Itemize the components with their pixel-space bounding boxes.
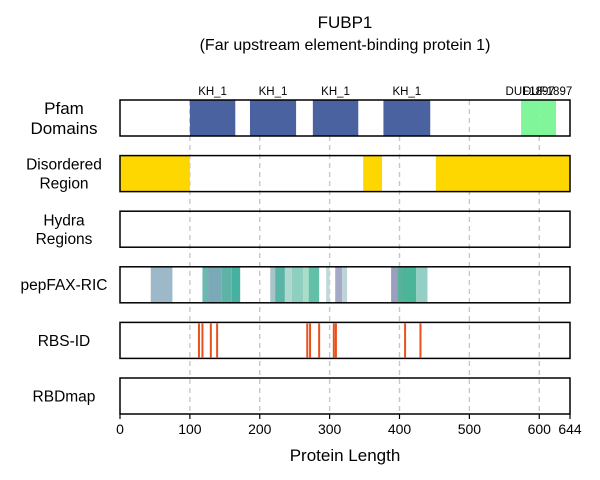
track-segment — [383, 100, 431, 136]
track-label-line: Region — [39, 175, 88, 192]
track-frame — [119, 377, 571, 415]
x-axis-label: Protein Length — [290, 446, 401, 465]
chart-title: FUBP1 — [318, 13, 373, 32]
track-segment — [342, 266, 348, 303]
track-frame — [119, 210, 571, 248]
track-segment — [312, 100, 359, 136]
segment-label: DUF1897 — [506, 86, 555, 98]
track-segment — [326, 266, 330, 303]
track-segment — [270, 266, 276, 303]
track-segment — [335, 266, 343, 303]
track-label: Pfam Domains — [30, 99, 97, 138]
x-axis: 0 100 200 300 400 500 600 644 — [116, 414, 582, 437]
x-tick-label: 0 — [116, 421, 124, 437]
track: Hydra Regions — [36, 210, 571, 248]
segment-label: KH_1 — [259, 86, 288, 98]
grid-lines — [189, 100, 540, 414]
track-segment — [521, 100, 540, 136]
track-segment — [249, 100, 297, 136]
segment-label: KH_1 — [321, 86, 350, 98]
track-frame — [119, 154, 571, 193]
track-label-line: pepFAX-RIC — [20, 277, 107, 294]
track-segment — [303, 266, 309, 303]
track-label-line: Regions — [36, 231, 93, 248]
track-segment — [208, 266, 222, 303]
track-segment — [308, 266, 320, 303]
x-tick-label: 644 — [558, 421, 582, 437]
track: pepFAX-RIC — [20, 266, 571, 304]
track-segment — [202, 266, 209, 303]
x-tick-label: 300 — [318, 421, 342, 437]
x-tick-label: 200 — [248, 421, 272, 437]
track-segment — [416, 266, 428, 303]
track-label-line: Disordered — [26, 157, 102, 174]
track-label: Disordered Region — [26, 157, 102, 193]
track-label: RBDmap — [33, 388, 96, 405]
track-segment — [435, 155, 570, 192]
track-label: RBS-ID — [38, 333, 91, 350]
track-frame — [119, 266, 571, 304]
feature-tracks: Pfam Domains KH_1 KH_1 KH_1 KH_1 DUF1897DUF189… — [20, 86, 572, 415]
track-label-line: RBDmap — [33, 388, 96, 405]
track: RBDmap — [33, 377, 571, 415]
track-frame — [119, 99, 571, 137]
track-label: pepFAX-RIC — [20, 277, 107, 294]
track: Disordered Region — [26, 154, 571, 193]
x-tick-label: 400 — [388, 421, 412, 437]
track-segment — [231, 266, 241, 303]
segment-label: DUF1897 — [523, 86, 572, 98]
track-label: Hydra Regions — [36, 212, 93, 248]
track-segment — [363, 155, 383, 192]
track-segment — [284, 266, 292, 303]
track: Pfam Domains KH_1 KH_1 KH_1 KH_1 DUF1897DUF189… — [30, 86, 572, 138]
track-segment — [150, 266, 173, 303]
track-label-line: Domains — [30, 119, 97, 138]
track: RBS-ID — [38, 321, 571, 360]
x-tick-label: 500 — [458, 421, 482, 437]
chart-subtitle: (Far upstream element-binding protein 1) — [200, 37, 491, 54]
segment-label: KH_1 — [392, 86, 421, 98]
track-segment — [189, 100, 236, 136]
track-segment — [291, 266, 304, 303]
track-segment — [275, 266, 285, 303]
track-segment — [391, 266, 398, 303]
track-frame — [119, 321, 571, 360]
segment-label: KH_1 — [198, 86, 227, 98]
track-label-line: RBS-ID — [38, 333, 91, 350]
x-tick-label: 100 — [178, 421, 202, 437]
track-label-line: Pfam — [44, 99, 84, 118]
track-segment — [120, 155, 190, 192]
track-segment — [539, 100, 557, 136]
track-segment — [397, 266, 403, 303]
track-segment — [402, 266, 417, 303]
track-label-line: Hydra — [43, 212, 85, 229]
x-tick-label: 600 — [528, 421, 552, 437]
track-segment — [221, 266, 232, 303]
